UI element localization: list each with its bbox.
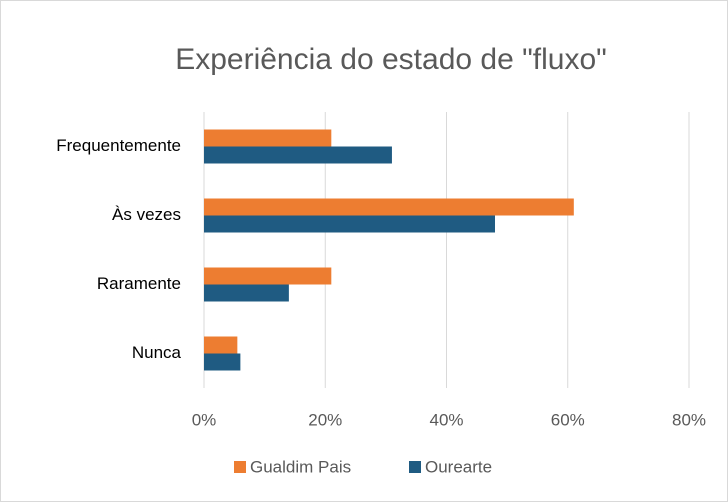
- legend-swatch: [234, 461, 246, 473]
- bar: [204, 353, 241, 371]
- chart-title: Experiência do estado de "fluxo": [175, 43, 607, 76]
- y-tick-label: Raramente: [97, 274, 181, 293]
- legend-swatch: [409, 461, 421, 473]
- bar: [204, 129, 332, 147]
- x-tick-label: 0%: [192, 410, 217, 429]
- y-tick-label: Nunca: [132, 343, 182, 362]
- legend-label: Gualdim Pais: [250, 457, 351, 476]
- bar: [204, 146, 392, 164]
- y-tick-label: Às vezes: [112, 205, 181, 224]
- x-tick-label: 60%: [551, 410, 585, 429]
- bar: [204, 215, 495, 233]
- bar: [204, 336, 238, 354]
- bar: [204, 267, 332, 285]
- bar: [204, 284, 289, 302]
- legend-label: Ourearte: [425, 457, 492, 476]
- x-tick-label: 40%: [429, 410, 463, 429]
- y-tick-label: Frequentemente: [56, 136, 181, 155]
- x-tick-label: 80%: [672, 410, 706, 429]
- bar: [204, 198, 574, 216]
- x-tick-label: 20%: [308, 410, 342, 429]
